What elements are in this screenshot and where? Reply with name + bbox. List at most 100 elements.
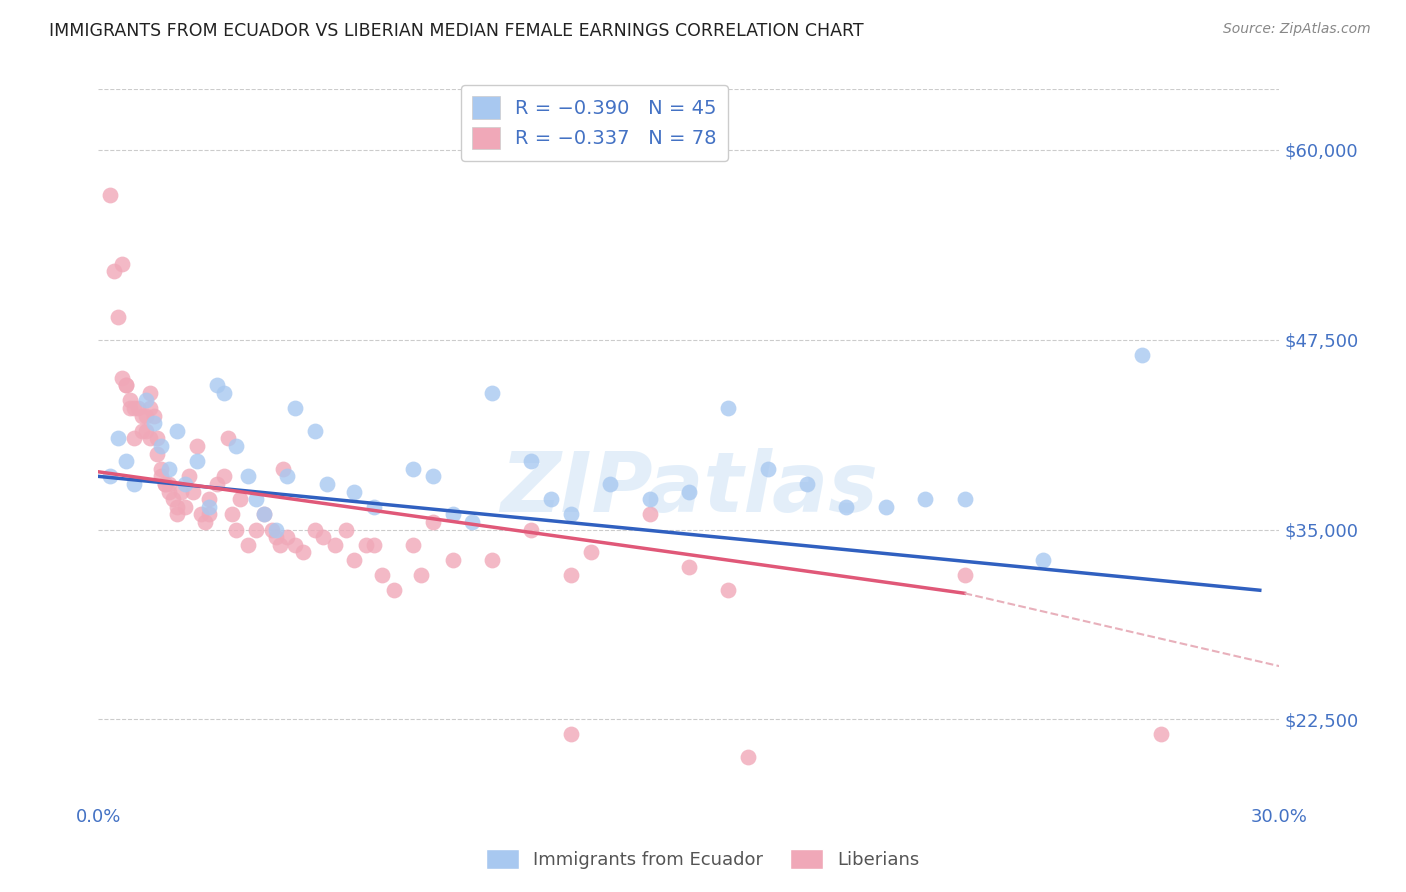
Point [382,583,405,598]
Point [135,409,157,423]
Point [221,508,243,522]
Point [122,431,145,445]
Point [103,264,125,278]
Point [155,477,177,491]
Point [343,553,366,567]
Text: ZIPatlas: ZIPatlas [501,449,877,529]
Point [174,477,197,491]
Point [214,385,236,400]
Point [229,492,252,507]
Point [678,484,700,499]
Point [638,508,661,522]
Point [118,393,141,408]
Point [98,188,121,202]
Point [217,431,239,445]
Point [157,484,180,499]
Point [292,545,315,559]
Point [481,553,503,567]
Point [122,477,145,491]
Point [122,401,145,415]
Point [441,508,464,522]
Point [197,500,219,514]
Point [363,500,385,514]
Point [1150,727,1173,741]
Point [284,401,307,415]
Point [146,447,169,461]
Point [269,538,291,552]
Point [155,477,177,491]
Point [422,469,444,483]
Legend: Immigrants from Ecuador, Liberians: Immigrants from Ecuador, Liberians [478,839,928,879]
Point [560,568,582,582]
Point [737,750,759,764]
Point [98,469,121,483]
Point [135,424,157,438]
Point [138,385,160,400]
Text: Source: ZipAtlas.com: Source: ZipAtlas.com [1223,22,1371,37]
Point [245,523,267,537]
Point [150,439,173,453]
Point [190,508,212,522]
Point [166,424,188,438]
Point [205,477,228,491]
Point [422,515,444,529]
Point [181,484,204,499]
Point [225,439,247,453]
Point [205,378,228,392]
Point [402,538,425,552]
Point [157,477,180,491]
Point [354,538,377,552]
Point [127,401,149,415]
Point [481,385,503,400]
Point [135,393,157,408]
Point [678,560,700,574]
Point [166,500,188,514]
Point [107,431,129,445]
Point [402,462,425,476]
Point [138,431,160,445]
Point [560,508,582,522]
Point [914,492,936,507]
Point [304,424,326,438]
Point [1130,348,1153,362]
Point [520,454,543,468]
Text: IMMIGRANTS FROM ECUADOR VS LIBERIAN MEDIAN FEMALE EARNINGS CORRELATION CHART: IMMIGRANTS FROM ECUADOR VS LIBERIAN MEDI… [49,22,863,40]
Point [186,454,208,468]
Point [111,370,134,384]
Point [138,401,160,415]
Point [411,568,433,582]
Point [166,508,188,522]
Point [214,469,236,483]
Point [540,492,562,507]
Point [245,492,267,507]
Point [363,538,385,552]
Point [186,439,208,453]
Point [560,727,582,741]
Point [599,477,621,491]
Point [875,500,897,514]
Point [118,401,141,415]
Point [717,401,740,415]
Point [312,530,335,544]
Point [131,409,153,423]
Point [638,492,661,507]
Point [796,477,818,491]
Point [264,523,287,537]
Point [273,462,295,476]
Point [194,515,217,529]
Point [150,469,173,483]
Point [170,484,193,499]
Point [253,508,276,522]
Point [197,508,219,522]
Point [253,508,276,522]
Point [756,462,779,476]
Point [264,530,287,544]
Point [284,538,307,552]
Point [142,416,165,430]
Point [157,462,180,476]
Point [276,530,298,544]
Point [953,492,976,507]
Point [276,469,298,483]
Point [115,378,138,392]
Point [717,583,740,598]
